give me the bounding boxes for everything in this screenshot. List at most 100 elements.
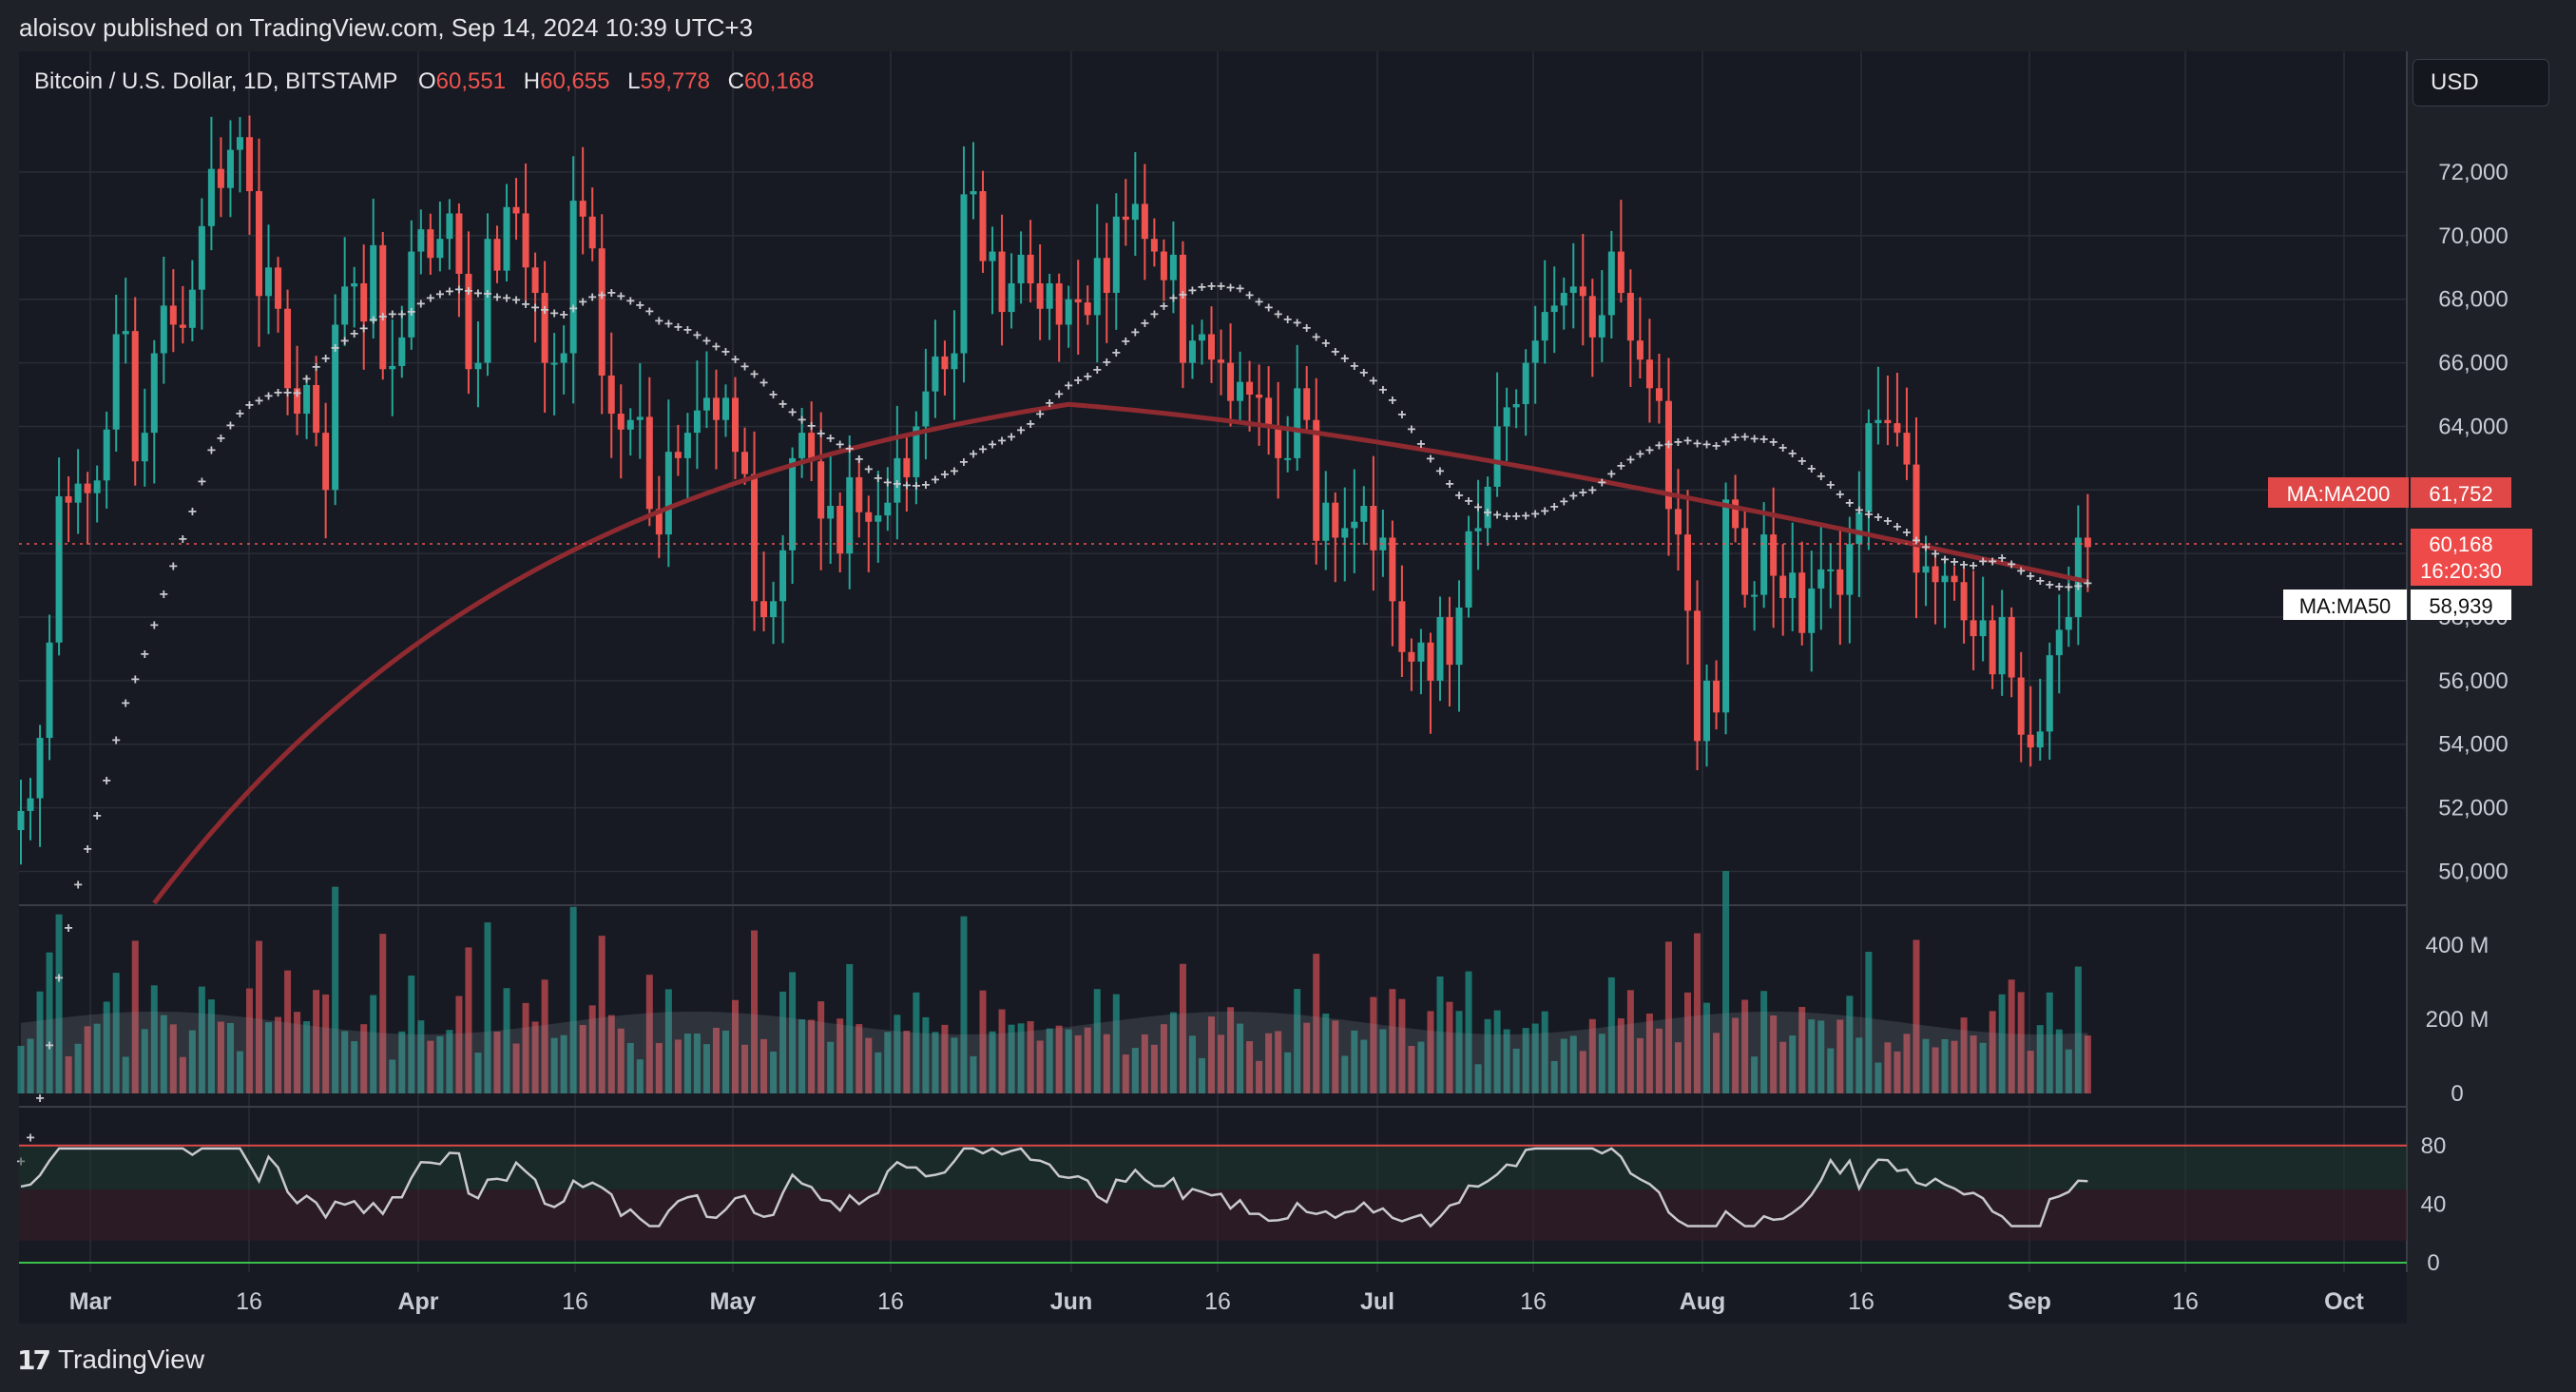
ma50-cross: + (179, 532, 187, 548)
ma50-cross: + (2084, 575, 2092, 591)
volume-bar (1493, 1010, 1501, 1093)
ma50-cross: + (1169, 290, 1178, 306)
volume-bar (1598, 1034, 1605, 1093)
ma50-cross: + (274, 385, 282, 401)
volume-bar (256, 940, 262, 1093)
volume-bar (1351, 1030, 1358, 1093)
volume-bar (1160, 1024, 1167, 1093)
candle-body (998, 251, 1006, 313)
candle-body (1218, 359, 1225, 363)
candle-body (465, 273, 472, 370)
candle-body (2055, 629, 2063, 656)
ma50-cross: + (122, 696, 130, 712)
candle-body (1684, 534, 1691, 611)
volume-bar (360, 1024, 368, 1093)
ma50-cross: + (1378, 382, 1387, 398)
candle-body (894, 457, 901, 503)
volume-bar (389, 1059, 396, 1093)
candle-body (674, 452, 682, 458)
candle-body (770, 601, 778, 618)
candle-body (1645, 359, 1653, 389)
volume-bar (550, 1037, 558, 1093)
volume-bar (1588, 1018, 1596, 1093)
volume-bar (1865, 952, 1873, 1093)
ma50-cross: + (293, 386, 301, 402)
ma50-cross: + (1074, 373, 1083, 389)
candle-body (427, 229, 434, 259)
ma50-cross: + (712, 338, 721, 355)
ma50-cross: + (1721, 435, 1730, 451)
ma50-cross: + (83, 841, 91, 858)
candle-body (1626, 293, 1634, 341)
volume-bar (1503, 1029, 1510, 1093)
price-tick-label: 56,000 (2438, 668, 2508, 694)
tradingview-logo[interactable]: 17 TradingView (17, 1341, 204, 1379)
ma50-cross: + (350, 326, 358, 342)
volume-bar (2065, 1049, 2072, 1093)
candle-body (351, 283, 358, 287)
ma50-cross: + (1065, 378, 1073, 395)
ma50-cross: + (1179, 287, 1187, 303)
candle-body (217, 168, 224, 188)
time-tick-label: 16 (1204, 1288, 1231, 1315)
volume-bar (150, 985, 158, 1093)
candle-body (989, 251, 996, 261)
candle-body (65, 495, 72, 503)
volume-bar (1846, 996, 1854, 1093)
rsi-line (20, 1147, 2088, 1228)
candle-body (313, 384, 320, 434)
ma50-cross: + (1778, 440, 1787, 456)
candle-body (188, 289, 196, 328)
candle-body (1303, 388, 1311, 420)
candles[interactable] (17, 115, 2091, 865)
volume-bar (712, 1027, 720, 1093)
ma50-cross: + (407, 304, 415, 320)
candle-body (46, 642, 53, 739)
ma50-cross: + (1788, 446, 1797, 462)
volume-bar (217, 1021, 224, 1093)
ma50-cross: + (1598, 474, 1606, 491)
ma50-cross: + (969, 447, 977, 463)
candle-body (1246, 381, 1254, 396)
candle-body (1036, 283, 1044, 309)
ma50-cross: + (817, 426, 825, 442)
volume-bar (1017, 1023, 1025, 1093)
volume-bar (1741, 999, 1749, 1093)
volume-bar (2008, 979, 2015, 1093)
volume-bar (36, 991, 44, 1093)
volume-bar (351, 1041, 358, 1093)
ma50-cross: + (321, 351, 330, 367)
ma50-cross: + (1369, 373, 1377, 389)
volume-bar (1694, 933, 1701, 1093)
candle-body (1360, 506, 1368, 522)
ma50-cross: + (1664, 436, 1673, 453)
candle-body (1169, 254, 1177, 280)
ma50-cross: + (674, 319, 682, 336)
volume-bar (1408, 1045, 1415, 1093)
candle-body (1531, 340, 1539, 363)
volume-bar (303, 1021, 311, 1093)
ma50-cross: + (1188, 282, 1197, 299)
high-label: H (524, 68, 540, 94)
candle-body (1941, 575, 1949, 583)
candle-body (751, 474, 759, 602)
candle-body (36, 738, 44, 799)
candle-body (588, 216, 596, 249)
volume-bar (655, 1042, 663, 1093)
ma50-cross: + (1702, 437, 1711, 454)
volume-bar (1626, 990, 1634, 1093)
ma50-cross: + (283, 385, 292, 401)
candle-body (1322, 502, 1330, 541)
candle-body (141, 433, 148, 462)
ma50-cross: + (1226, 280, 1235, 296)
volume-bar (702, 1044, 710, 1093)
time-axis[interactable]: Mar 16 Apr 16 May 16 Jun 16 Jul 16 Aug 16 Sep 16 Oct (69, 1288, 2365, 1315)
volume-bar (1084, 1027, 1091, 1093)
time-tick-label: Aug (1680, 1288, 1726, 1315)
volume-bar (313, 990, 320, 1093)
volume-bar (1284, 1052, 1292, 1093)
volume-bar (1884, 1042, 1892, 1093)
volume-bar (1894, 1051, 1901, 1093)
currency-button[interactable]: USD (2413, 59, 2549, 106)
